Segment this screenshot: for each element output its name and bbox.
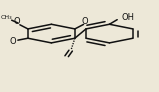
Text: OH: OH <box>121 13 134 22</box>
Text: O: O <box>14 17 20 26</box>
Text: O: O <box>81 17 88 26</box>
Text: CH₃: CH₃ <box>0 15 12 20</box>
Text: O: O <box>10 37 16 46</box>
